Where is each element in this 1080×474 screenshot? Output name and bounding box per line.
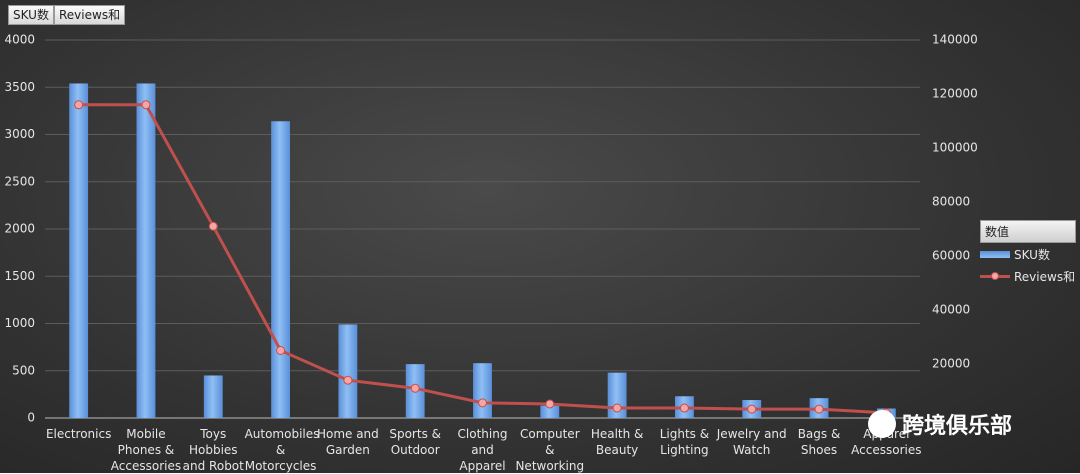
marker bbox=[612, 403, 622, 413]
x-tick-label: Toys Hobbies and Robot bbox=[182, 427, 244, 473]
y-tick-label: 2000 bbox=[4, 222, 35, 236]
x-tick-label: Home and Garden bbox=[316, 427, 379, 457]
legend-title: 数值 bbox=[980, 220, 1076, 243]
marker bbox=[478, 398, 487, 408]
x-tick-label: Clothing and Apparel bbox=[457, 427, 508, 473]
field-button[interactable]: Reviews和 bbox=[54, 5, 126, 25]
marker bbox=[545, 399, 555, 409]
legend-entry: SKU数 bbox=[980, 243, 1076, 265]
y2-tick-label: 140000 bbox=[932, 33, 978, 47]
y2-tick-label: 120000 bbox=[932, 87, 978, 101]
y-tick-label: 0 bbox=[27, 411, 35, 425]
y2-tick-label: 20000 bbox=[932, 357, 970, 371]
y-tick-label: 1500 bbox=[4, 269, 35, 283]
marker bbox=[276, 346, 286, 355]
x-tick-label: Lights & Lighting bbox=[659, 427, 710, 457]
legend-swatch bbox=[980, 250, 1010, 258]
x-tick-label: Computer & Networking bbox=[515, 427, 585, 473]
bar bbox=[69, 83, 89, 418]
legend-marker bbox=[991, 271, 999, 280]
bar bbox=[203, 375, 223, 418]
y2-tick-label: 60000 bbox=[932, 249, 970, 263]
x-tick-label: Bags & Shoes bbox=[797, 427, 841, 457]
watermark-icon bbox=[868, 410, 896, 438]
field-button[interactable]: SKU数 bbox=[8, 5, 54, 25]
marker bbox=[208, 221, 218, 231]
y-tick-label: 3500 bbox=[4, 80, 35, 94]
legend-label: SKU数 bbox=[1014, 247, 1050, 262]
marker bbox=[814, 404, 824, 414]
x-tick-label: Automobiles & Motorcycles bbox=[244, 427, 320, 473]
watermark-text: 跨境俱乐部 bbox=[902, 414, 1013, 439]
y-tick-label: 3000 bbox=[4, 127, 35, 141]
marker bbox=[343, 375, 353, 385]
y-tick-label: 500 bbox=[12, 363, 35, 377]
marker bbox=[74, 100, 84, 110]
y-tick-label: 1000 bbox=[4, 316, 35, 330]
x-tick-label: Electronics bbox=[45, 427, 112, 441]
y-tick-label: 2500 bbox=[4, 174, 35, 188]
y2-tick-label: 100000 bbox=[932, 141, 978, 155]
x-tick-label: Jewelry and Watch bbox=[716, 427, 787, 457]
x-tick-label: Mobile Phones & Accessories bbox=[110, 427, 182, 473]
bar bbox=[271, 121, 290, 419]
marker bbox=[747, 404, 757, 414]
legend-entry: Reviews和 bbox=[980, 265, 1076, 287]
x-tick-label: Health & Beauty bbox=[590, 427, 644, 457]
y-tick-label: 4000 bbox=[4, 33, 35, 47]
bar bbox=[338, 324, 358, 418]
watermark: 跨境俱乐部 bbox=[868, 408, 1012, 440]
x-tick-label: Sports & Outdoor bbox=[389, 427, 441, 457]
y2-tick-label: 80000 bbox=[932, 195, 970, 209]
marker bbox=[141, 100, 151, 110]
marker bbox=[410, 383, 420, 393]
legend-swatch bbox=[980, 271, 1010, 280]
y2-tick-label: 40000 bbox=[932, 303, 970, 317]
marker bbox=[679, 403, 689, 413]
bar bbox=[473, 363, 492, 418]
bar bbox=[136, 83, 156, 418]
bar bbox=[540, 405, 560, 418]
legend: 数值 SKU数 Reviews和 bbox=[980, 220, 1076, 287]
legend-label: Reviews和 bbox=[1014, 269, 1076, 284]
